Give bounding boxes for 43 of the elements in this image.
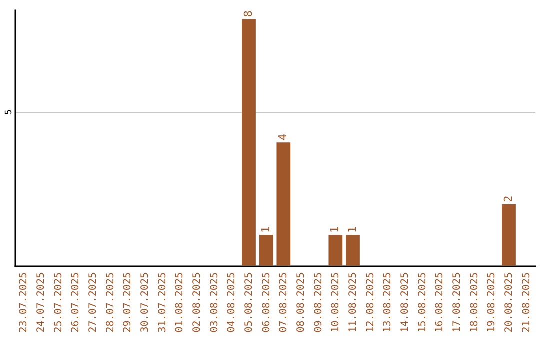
x-tick-label: 31.07.2025 <box>157 272 168 333</box>
data-label: 2 <box>502 196 515 202</box>
x-tick-label: 15.08.2025 <box>417 272 428 333</box>
x-tick-label: 20.08.2025 <box>504 272 515 333</box>
bar <box>276 142 291 266</box>
data-label: 4 <box>276 134 290 141</box>
x-tick-label: 03.08.2025 <box>209 272 220 333</box>
bar <box>242 19 256 266</box>
x-tick-label: 25.07.2025 <box>53 272 64 333</box>
x-tick-label: 09.08.2025 <box>313 272 324 333</box>
x-tick-label: 26.07.2025 <box>70 272 82 333</box>
x-tick-label: 28.07.2025 <box>105 272 116 333</box>
bar <box>502 204 516 266</box>
x-tick-label: 02.08.2025 <box>192 272 203 333</box>
x-tick-label: 07.08.2025 <box>278 272 290 333</box>
x-tick-label: 24.07.2025 <box>36 272 47 333</box>
x-tick-label: 04.08.2025 <box>226 272 238 333</box>
x-tick-label: 19.08.2025 <box>486 272 498 333</box>
x-tick-label: 05.08.2025 <box>244 272 255 333</box>
x-tick-label: 12.08.2025 <box>365 272 376 333</box>
x-tick-label: 29.07.2025 <box>122 272 134 333</box>
x-tick-label: 06.08.2025 <box>261 272 272 333</box>
data-label: 1 <box>346 226 359 234</box>
x-tick-label: 21.08.2025 <box>521 272 532 333</box>
data-label: 8 <box>242 10 255 18</box>
bar <box>346 235 360 266</box>
x-tick-label: 23.07.2025 <box>18 272 30 333</box>
bar <box>328 235 343 266</box>
x-tick-label: 13.08.2025 <box>382 272 394 333</box>
x-tick-label: 11.08.2025 <box>348 272 359 333</box>
data-label: 1 <box>259 226 272 234</box>
x-tick-label: 14.08.2025 <box>400 272 411 333</box>
data-label: 1 <box>328 226 342 234</box>
x-tick-label: 17.08.2025 <box>452 272 463 333</box>
y-tick-label: 5 <box>4 110 14 115</box>
x-tick-label: 30.07.2025 <box>140 272 151 333</box>
x-tick-label: 27.07.2025 <box>88 272 99 333</box>
x-tick-label: 18.08.2025 <box>469 272 480 333</box>
x-tick-label: 10.08.2025 <box>330 272 342 333</box>
x-tick-label: 01.08.2025 <box>174 272 186 333</box>
x-tick-label: 16.08.2025 <box>434 272 446 333</box>
bar <box>259 235 274 266</box>
x-tick-label: 08.08.2025 <box>296 272 307 333</box>
